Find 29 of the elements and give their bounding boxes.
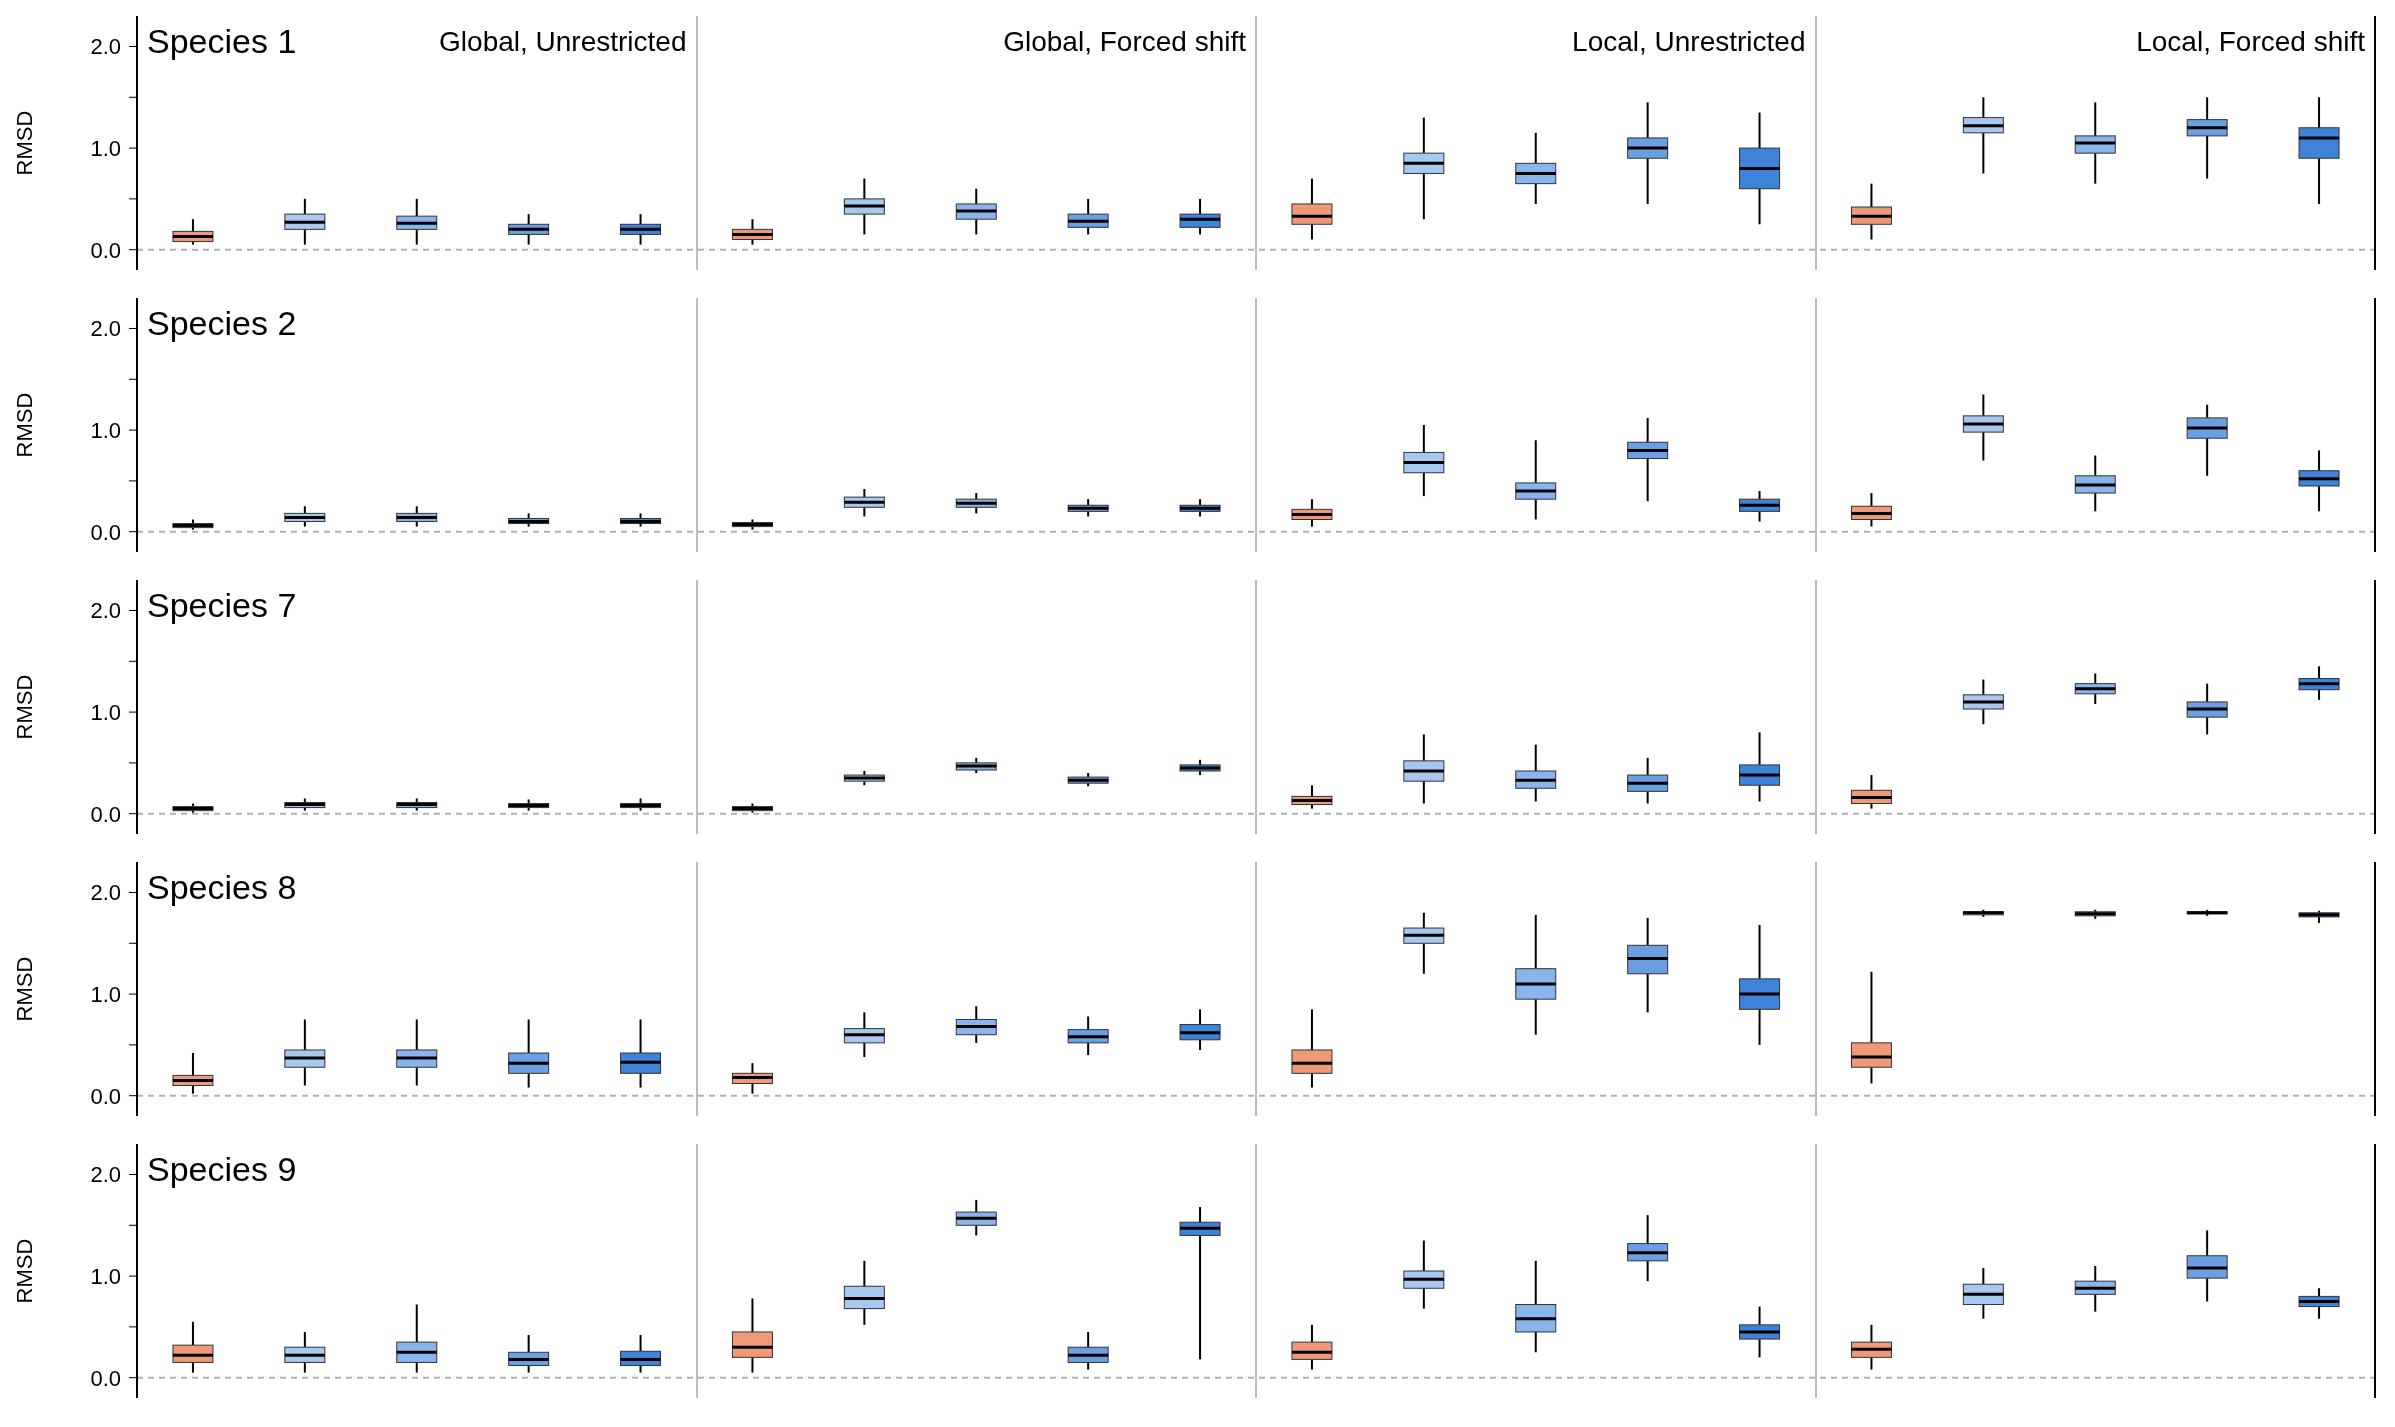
annotation: Local, Forced shift [2136, 26, 2365, 58]
y-axis-title: RMSD [11, 674, 37, 740]
y-tick-label: 1.0 [90, 418, 121, 444]
annotation: Global, Forced shift [1003, 26, 1246, 58]
y-tick-label: 0.0 [90, 519, 121, 545]
annotation: Global, Unrestricted [439, 26, 687, 58]
y-tick-label: 0.0 [90, 1083, 121, 1109]
y-axis-title: RMSD [11, 110, 37, 176]
y-tick-label: 1.0 [90, 136, 121, 162]
y-tick-label: 0.0 [90, 237, 121, 263]
y-tick-label: 0.0 [90, 801, 121, 827]
y-axis-title: RMSD [11, 1238, 37, 1304]
y-tick-label: 2.0 [90, 598, 121, 624]
chart-title: Species 8 [147, 868, 297, 907]
y-axis-title: RMSD [11, 956, 37, 1022]
y-axis-title: RMSD [11, 392, 37, 458]
y-tick-label: 2.0 [90, 1162, 121, 1188]
y-tick-label: 2.0 [90, 34, 121, 60]
chart-title: Species 7 [147, 586, 297, 625]
chart-title: Species 9 [147, 1150, 297, 1189]
y-tick-label: 1.0 [90, 982, 121, 1008]
chart-title: Species 2 [147, 304, 297, 343]
y-tick-label: 0.0 [90, 1365, 121, 1391]
annotation: Local, Unrestricted [1572, 26, 1806, 58]
y-tick-label: 1.0 [90, 700, 121, 726]
y-tick-label: 2.0 [90, 880, 121, 906]
chart-title: Species 1 [147, 22, 297, 61]
y-tick-label: 1.0 [90, 1264, 121, 1290]
y-tick-label: 2.0 [90, 316, 121, 342]
